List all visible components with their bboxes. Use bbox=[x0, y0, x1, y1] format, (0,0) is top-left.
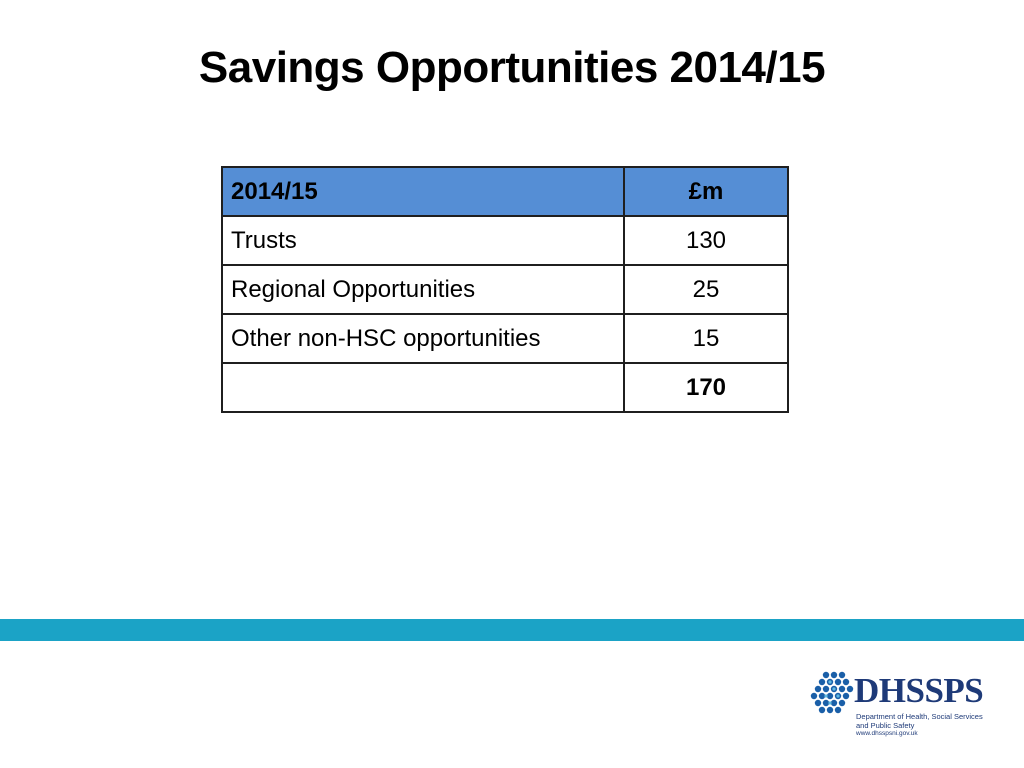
logo-url: www.dhsspsni.gov.uk bbox=[856, 730, 918, 737]
hexagon-cluster-icon bbox=[810, 671, 854, 714]
total-value-cell: 170 bbox=[623, 362, 789, 413]
table-header-row: 2014/15 £m bbox=[221, 166, 789, 217]
table-total-row: 170 bbox=[221, 362, 789, 413]
row-label-cell: Other non-HSC opportunities bbox=[221, 313, 625, 364]
row-value-cell: 130 bbox=[623, 215, 789, 266]
table-row: Trusts 130 bbox=[221, 215, 789, 266]
row-label-cell: Regional Opportunities bbox=[221, 264, 625, 315]
slide-title: Savings Opportunities 2014/15 bbox=[198, 43, 826, 92]
total-label-cell bbox=[221, 362, 625, 413]
savings-table: 2014/15 £m Trusts 130 Regional Opportuni… bbox=[221, 166, 789, 413]
table-row: Other non-HSC opportunities 15 bbox=[221, 313, 789, 364]
dhssps-logo: DHSSPS Department of Health, Social Serv… bbox=[810, 670, 1010, 750]
footer-band bbox=[0, 619, 1024, 641]
logo-department-name: Department of Health, Social Services an… bbox=[856, 712, 983, 730]
row-label-cell: Trusts bbox=[221, 215, 625, 266]
logo-wordmark: DHSSPS bbox=[854, 671, 984, 710]
header-currency-cell: £m bbox=[623, 166, 789, 217]
header-year-cell: 2014/15 bbox=[221, 166, 625, 217]
row-value-cell: 15 bbox=[623, 313, 789, 364]
table-row: Regional Opportunities 25 bbox=[221, 264, 789, 315]
row-value-cell: 25 bbox=[623, 264, 789, 315]
